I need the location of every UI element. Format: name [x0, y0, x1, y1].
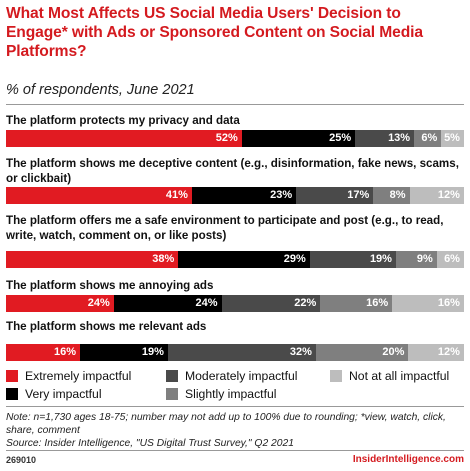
bar-value-label: 16%	[53, 346, 77, 358]
row-label: The platform shows me relevant ads	[6, 320, 207, 333]
chart-id: 269010	[6, 455, 37, 465]
bar-segment: 16%	[6, 344, 81, 361]
bar-segment: 12%	[409, 187, 464, 204]
stacked-bar: 52% 25% 13% 6% 5%	[6, 130, 464, 147]
bar-segment: 8%	[373, 187, 410, 204]
legend-label: Moderately impactful	[185, 369, 298, 383]
bar-segment: 12%	[408, 344, 464, 361]
bar-segment: 19%	[80, 344, 168, 361]
row-label: The platform shows me deceptive content …	[6, 157, 459, 185]
stacked-bar: 16% 19% 32% 20% 12%	[6, 344, 464, 361]
bar-value-label: 17%	[347, 189, 370, 201]
top-divider	[6, 104, 464, 105]
legend-item: Not at all impactful	[330, 369, 449, 383]
bar-value-label: 19%	[141, 346, 164, 358]
row-label: The platform offers me a safe environmen…	[6, 214, 444, 242]
bar-segment: 38%	[6, 251, 179, 268]
legend-item: Extremely impactful	[6, 369, 131, 383]
bar-segment: 22%	[221, 295, 321, 312]
footer-divider	[6, 450, 464, 451]
bar-value-label: 29%	[283, 253, 306, 265]
bar-segment: 16%	[320, 295, 393, 312]
bar-segment: 19%	[309, 251, 396, 268]
bar-segment: 13%	[355, 130, 415, 147]
bar-value-label: 20%	[382, 346, 405, 358]
legend-item: Very impactful	[6, 387, 102, 401]
note-text: Note: n=1,730 ages 18-75; number may not…	[6, 412, 446, 436]
bar-value-label: 22%	[294, 297, 317, 309]
chart-note: Note: n=1,730 ages 18-75; number may not…	[6, 411, 464, 450]
bar-value-label: 5%	[444, 132, 460, 144]
legend-item: Moderately impactful	[166, 369, 297, 383]
bar-value-label: 23%	[270, 189, 293, 201]
bar-value-label: 41%	[165, 189, 188, 201]
legend-label: Slightly impactful	[185, 387, 277, 401]
bar-segment: 23%	[191, 187, 297, 204]
bar-segment: 32%	[167, 344, 316, 361]
bar-value-label: 38%	[152, 253, 175, 265]
legend-swatch	[166, 388, 178, 400]
bottom-divider	[6, 406, 464, 407]
chart-title: What Most Affects US Social Media Users'…	[6, 5, 423, 60]
legend-label: Extremely impactful	[25, 369, 132, 383]
legend-label: Not at all impactful	[349, 369, 450, 383]
bar-value-label: 12%	[437, 346, 460, 358]
source-text: Source: Insider Intelligence, "US Digita…	[6, 438, 294, 449]
legend-swatch	[6, 388, 18, 400]
bar-segment: 20%	[315, 344, 409, 361]
bar-value-label: 24%	[87, 297, 110, 309]
bar-segment: 41%	[6, 187, 192, 204]
bar-value-label: 6%	[444, 253, 460, 265]
legend-swatch	[330, 370, 342, 382]
legend-swatch	[6, 370, 18, 382]
row-label: The platform protects my privacy and dat…	[6, 114, 240, 127]
bar-segment: 6%	[436, 251, 464, 268]
legend-item: Slightly impactful	[166, 387, 276, 401]
bar-value-label: 19%	[369, 253, 392, 265]
legend-label: Very impactful	[25, 387, 102, 401]
bar-value-label: 16%	[366, 297, 389, 309]
bar-segment: 17%	[296, 187, 374, 204]
legend-swatch	[166, 370, 178, 382]
bar-segment: 5%	[441, 130, 464, 147]
bar-segment: 25%	[241, 130, 356, 147]
bar-segment: 9%	[395, 251, 437, 268]
bar-value-label: 8%	[389, 189, 406, 201]
bar-segment: 6%	[414, 130, 442, 147]
bar-value-label: 6%	[421, 132, 438, 144]
stacked-bar: 41% 23% 17% 8% 12%	[6, 187, 464, 204]
bar-segment: 16%	[392, 295, 464, 312]
chart-subtitle: % of respondents, June 2021	[6, 82, 195, 98]
bar-segment: 24%	[113, 295, 222, 312]
bar-value-label: 13%	[388, 132, 411, 144]
bar-segment: 29%	[178, 251, 310, 268]
brand-logo: InsiderIntelligence.com	[352, 454, 464, 465]
bar-value-label: 25%	[329, 132, 352, 144]
bar-segment: 52%	[6, 130, 242, 147]
bar-value-label: 32%	[289, 346, 312, 358]
stacked-bar: 24% 24% 22% 16% 16%	[6, 295, 464, 312]
bar-value-label: 12%	[437, 189, 460, 201]
bar-value-label: 52%	[215, 132, 238, 144]
bar-value-label: 24%	[195, 297, 218, 309]
bar-segment: 24%	[6, 295, 114, 312]
stacked-bar: 38% 29% 19% 9% 6%	[6, 251, 464, 268]
bar-value-label: 9%	[416, 253, 433, 265]
row-label: The platform shows me annoying ads	[6, 279, 214, 292]
bar-value-label: 16%	[437, 297, 460, 309]
